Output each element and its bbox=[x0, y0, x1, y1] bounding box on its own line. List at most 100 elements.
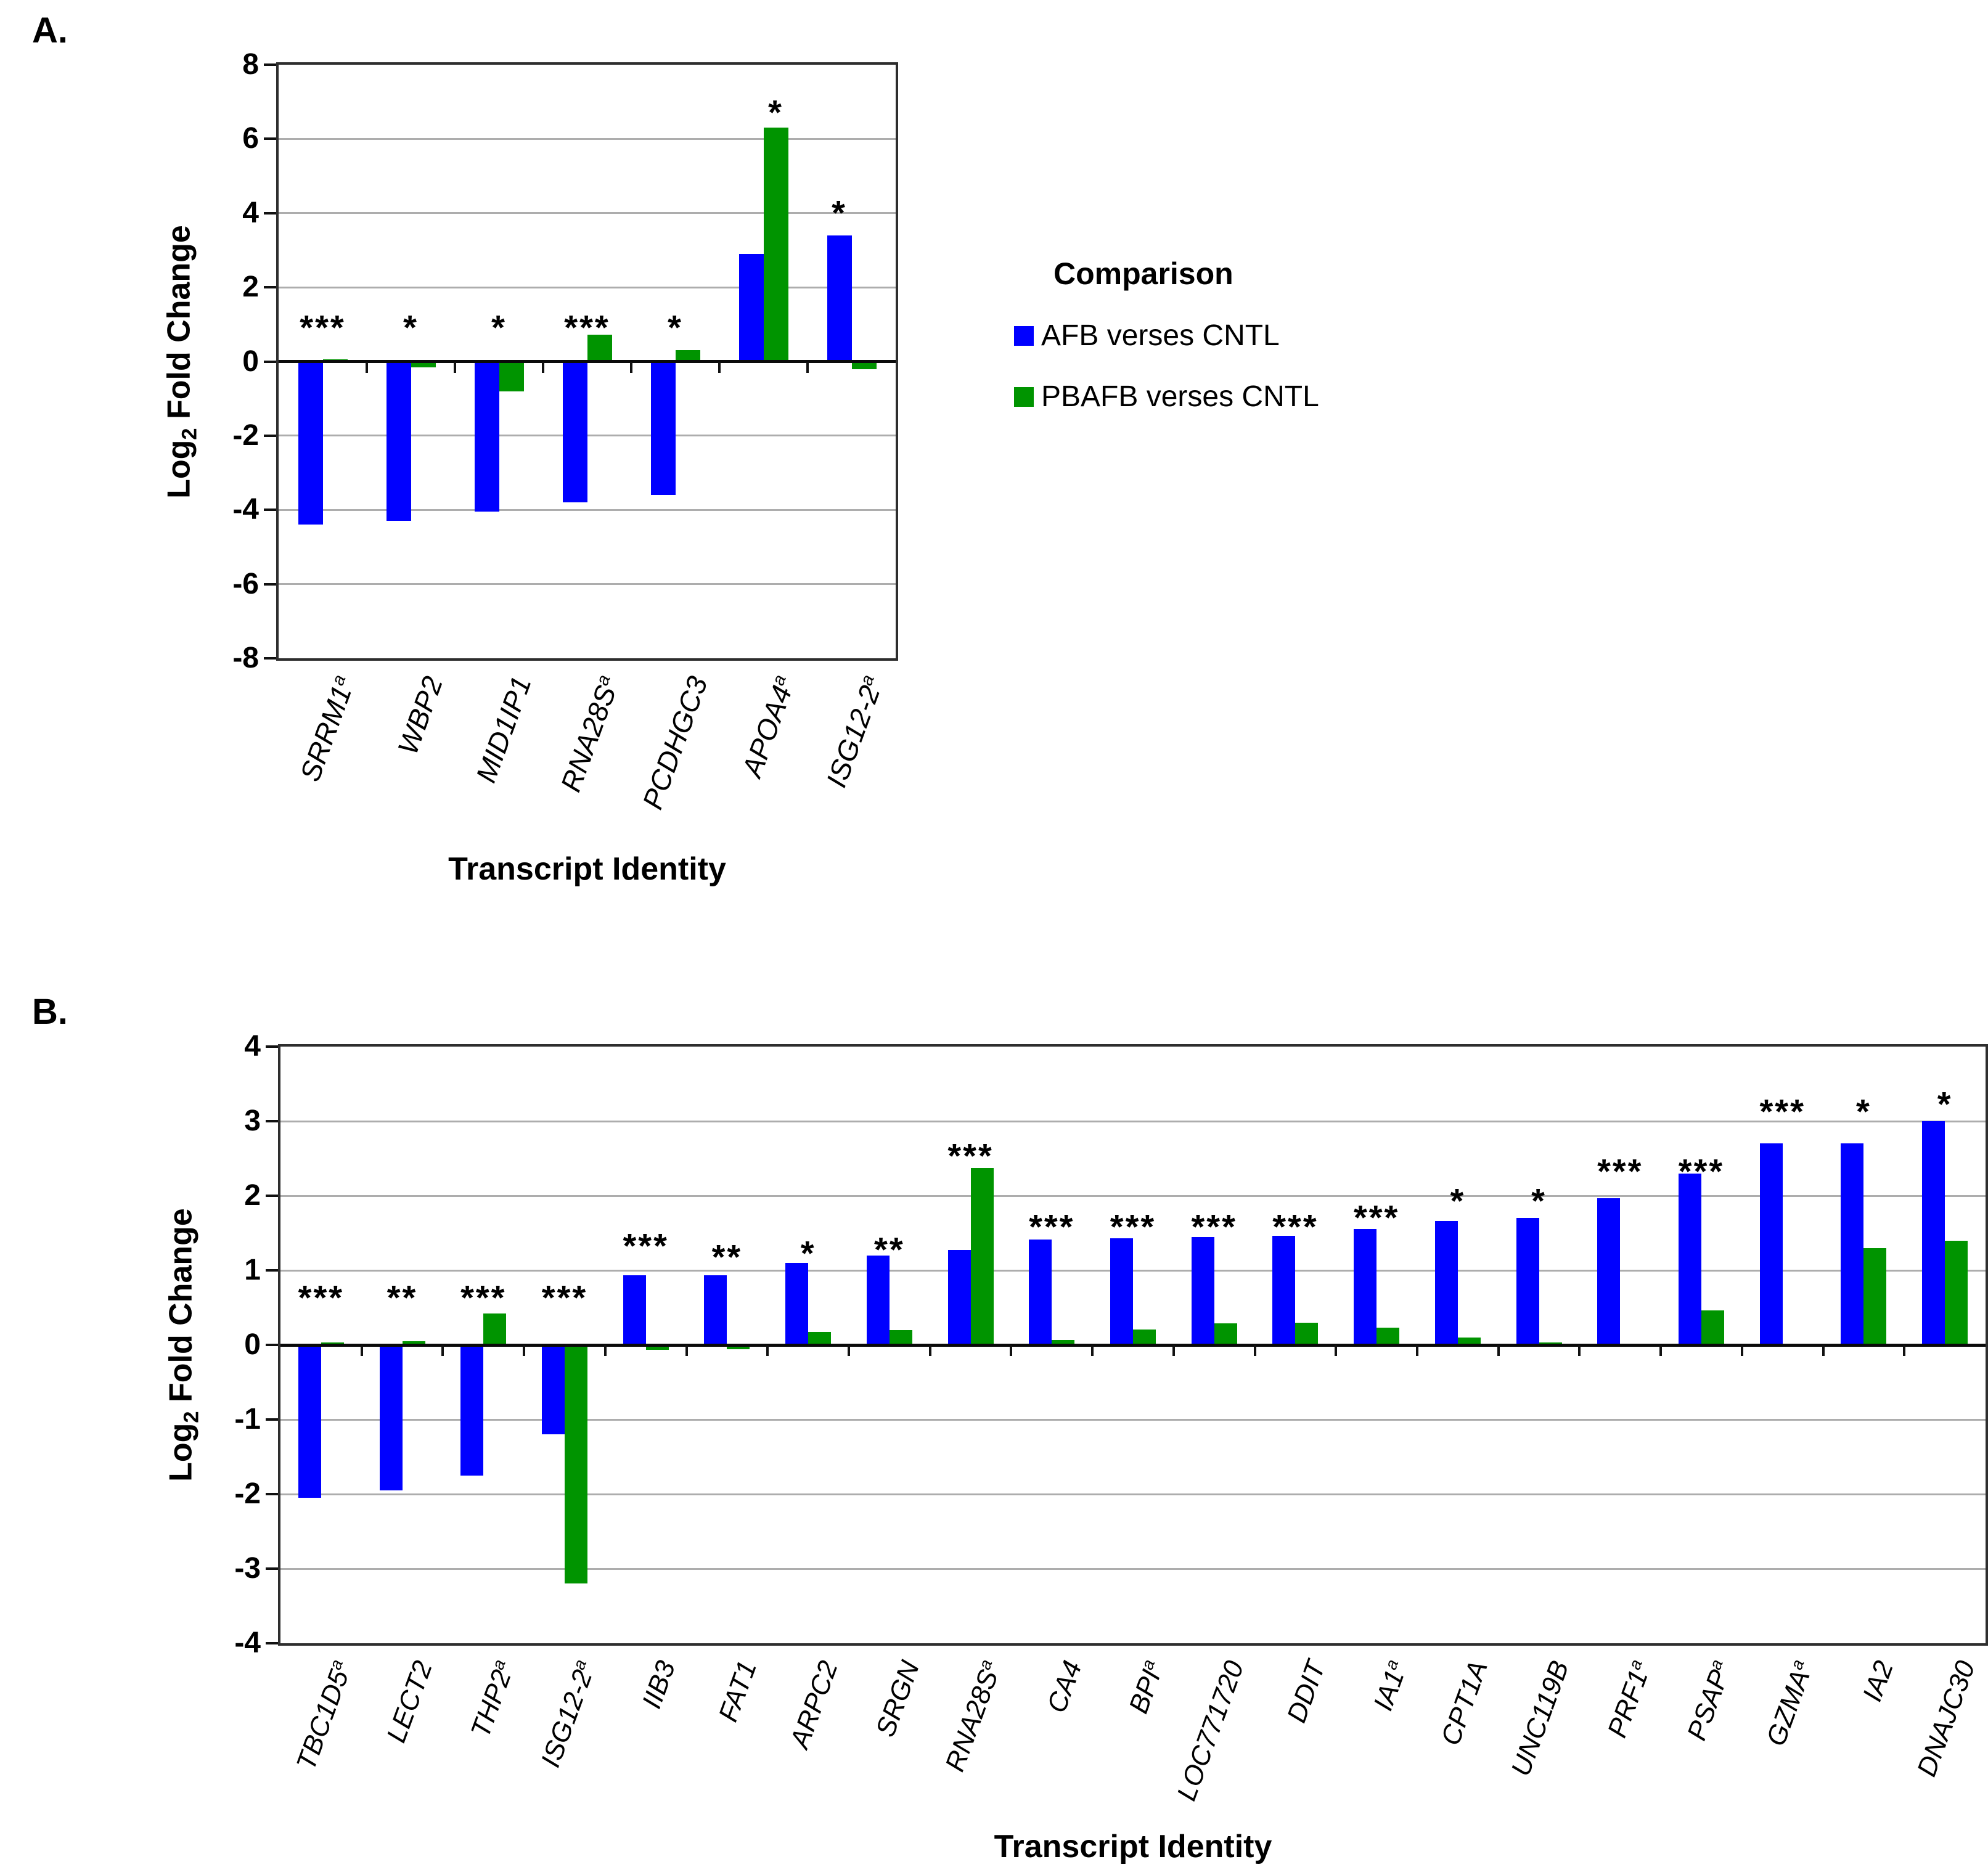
significance-star-CPT1A: * bbox=[1450, 1181, 1466, 1220]
x-axis-tick bbox=[1659, 1345, 1663, 1356]
bar-afb-TBC1D5 bbox=[298, 1345, 321, 1498]
bar-afb-RNA28S bbox=[562, 361, 587, 503]
gridline-y--3 bbox=[280, 1567, 1986, 1570]
y-axis-tick--6 bbox=[264, 582, 276, 586]
significance-star-PSAP: *** bbox=[1678, 1151, 1725, 1190]
y-axis-tick-label: 3 bbox=[244, 1105, 261, 1137]
significance-star-UNC119B: * bbox=[1531, 1181, 1547, 1220]
bar-afb-IA2 bbox=[1841, 1143, 1864, 1345]
gridline-y-1 bbox=[280, 1269, 1986, 1272]
bar-pbafb-THP2 bbox=[483, 1313, 507, 1345]
significance-star-APOA4: * bbox=[768, 92, 783, 132]
chart-a-x-axis-title: Transcript Identity bbox=[448, 851, 726, 887]
x-axis-tick bbox=[366, 361, 368, 373]
category-label-IA2: IA2 bbox=[1857, 1657, 1900, 1705]
y-axis-tick-3 bbox=[266, 1120, 278, 1122]
y-axis-tick-label: -6 bbox=[232, 567, 259, 600]
significance-star-IA1: *** bbox=[1353, 1197, 1400, 1236]
y-axis-tick-4 bbox=[264, 211, 276, 214]
bar-pbafb-IA1 bbox=[1376, 1328, 1400, 1345]
significance-star-IIB3: *** bbox=[623, 1225, 669, 1265]
bar-afb-DNAJC30 bbox=[1922, 1121, 1945, 1345]
y-axis-tick--4 bbox=[264, 509, 276, 512]
category-label-FAT1: FAT1 bbox=[713, 1657, 763, 1726]
category-label-SRGN: SRGN bbox=[870, 1657, 925, 1741]
significance-star-PCDHGC3: * bbox=[668, 308, 683, 347]
significance-star-ISG12-2: *** bbox=[541, 1278, 588, 1317]
bar-pbafb-SRGN bbox=[889, 1330, 912, 1345]
significance-star-FAT1: ** bbox=[711, 1237, 743, 1277]
y-axis-tick-label: -1 bbox=[234, 1403, 261, 1436]
significance-star-WBP2: * bbox=[403, 308, 419, 347]
bar-pbafb-RNA28S bbox=[970, 1168, 994, 1345]
y-axis-tick-label: -2 bbox=[234, 1477, 261, 1510]
panel-a-label: A. bbox=[32, 10, 68, 51]
significance-star-PRF1: *** bbox=[1597, 1151, 1643, 1190]
bar-afb-PSAP bbox=[1679, 1173, 1701, 1345]
category-label-ISG12-2: ISG12-2a bbox=[820, 672, 886, 792]
gridline-y--6 bbox=[279, 583, 896, 586]
significance-star-CA4: *** bbox=[1029, 1207, 1075, 1246]
significance-star-LOC771720: *** bbox=[1191, 1207, 1237, 1246]
y-axis-tick-0 bbox=[264, 360, 276, 363]
y-axis-tick--8 bbox=[264, 657, 276, 660]
significance-star-ISG12-2: * bbox=[832, 193, 847, 232]
bar-pbafb-DDIT bbox=[1295, 1322, 1319, 1345]
legend-title: Comparison bbox=[1053, 256, 1233, 291]
x-axis-tick bbox=[1416, 1345, 1418, 1356]
category-label-PCDHGC3: PCDHGC3 bbox=[636, 672, 714, 814]
bar-afb-BPI bbox=[1110, 1238, 1133, 1345]
x-axis-tick bbox=[685, 1345, 688, 1356]
category-label-CPT1A: CPT1A bbox=[1435, 1657, 1494, 1750]
bar-afb-LOC771720 bbox=[1191, 1236, 1214, 1345]
category-label-UNC119B: UNC119B bbox=[1505, 1657, 1575, 1780]
bar-afb-DDIT bbox=[1272, 1236, 1296, 1345]
chart-a-plot-area: Log2 Fold Change Transcript Identity -8-… bbox=[161, 49, 898, 887]
significance-star-THP2: *** bbox=[460, 1278, 507, 1317]
x-axis-tick bbox=[1253, 1345, 1256, 1356]
category-label-LECT2: LECT2 bbox=[380, 1657, 438, 1747]
bar-pbafb-DNAJC30 bbox=[1945, 1240, 1968, 1345]
bar-afb-ISG12-2 bbox=[827, 235, 852, 362]
y-axis-tick--4 bbox=[266, 1642, 278, 1644]
bar-afb-GZMA bbox=[1759, 1143, 1783, 1345]
gridline-y--2 bbox=[280, 1493, 1986, 1495]
zero-baseline bbox=[280, 1343, 1986, 1347]
bar-afb-APOA4 bbox=[738, 253, 764, 362]
category-label-APOA4: APOA4a bbox=[735, 672, 798, 782]
significance-star-ARPC2: * bbox=[800, 1233, 816, 1272]
x-axis-tick bbox=[1740, 1345, 1743, 1356]
significance-star-TBC1D5: *** bbox=[298, 1278, 345, 1317]
significance-star-RNA28S: *** bbox=[947, 1136, 994, 1175]
x-axis-tick bbox=[603, 1345, 607, 1356]
y-axis-tick-label: 0 bbox=[244, 1328, 261, 1361]
y-axis-tick--2 bbox=[264, 434, 276, 437]
x-axis-tick bbox=[542, 361, 544, 373]
significance-star-RNA28S: *** bbox=[564, 308, 610, 347]
y-axis-tick-1 bbox=[266, 1269, 278, 1272]
gridline-y--1 bbox=[280, 1418, 1986, 1421]
y-axis-tick-label: 1 bbox=[244, 1254, 261, 1286]
significance-star-SRGN: ** bbox=[874, 1229, 905, 1268]
category-label-IIB3: IIB3 bbox=[636, 1657, 682, 1713]
category-label-PSAP: PSAPa bbox=[1682, 1657, 1735, 1744]
x-axis-tick bbox=[1335, 1345, 1338, 1356]
y-axis-tick-label: 4 bbox=[242, 196, 259, 229]
y-axis-tick-label: 2 bbox=[244, 1179, 261, 1212]
bar-pbafb-LECT2 bbox=[402, 1341, 425, 1345]
gridline-y-6 bbox=[279, 137, 896, 140]
x-axis-tick bbox=[766, 1345, 769, 1356]
category-label-DNAJC30: DNAJC30 bbox=[1911, 1657, 1981, 1781]
category-label-MID1IP1: MID1IP1 bbox=[469, 672, 538, 787]
x-axis-tick bbox=[523, 1345, 526, 1356]
category-label-PRF1: PRF1a bbox=[1601, 1657, 1654, 1742]
x-axis-tick bbox=[1822, 1345, 1825, 1356]
category-label-DDIT: DDIT bbox=[1281, 1657, 1331, 1727]
chart-b-x-axis-title: Transcript Identity bbox=[994, 1829, 1272, 1865]
y-axis-tick-label: 0 bbox=[242, 345, 259, 378]
gridline-y-3 bbox=[280, 1120, 1986, 1122]
significance-star-MID1IP1: * bbox=[491, 308, 507, 347]
bar-afb-ISG12-2 bbox=[542, 1345, 565, 1435]
y-axis-tick-8 bbox=[264, 63, 276, 66]
